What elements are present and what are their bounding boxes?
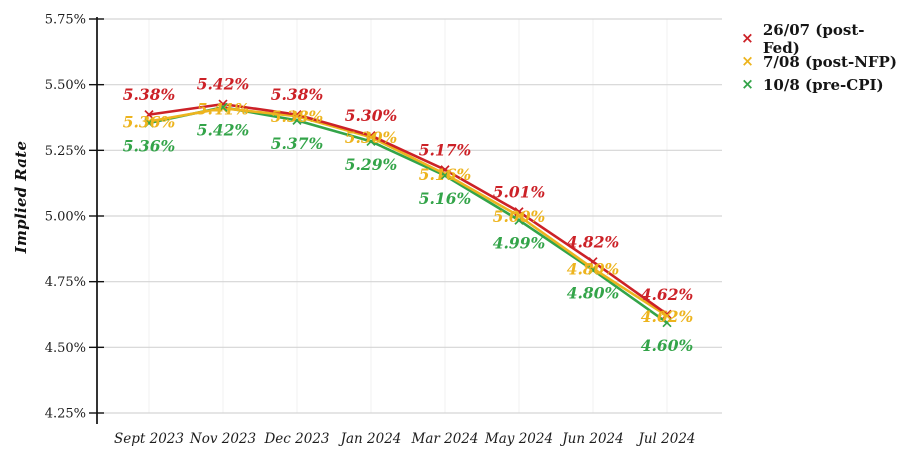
x-tick-label: Sept 2023 <box>114 431 184 447</box>
data-label: 4.62% <box>641 285 694 304</box>
data-label: 5.37% <box>271 134 324 153</box>
legend-marker-x-icon: × <box>741 75 754 93</box>
point-marker-x-icon <box>218 102 228 112</box>
data-label: 5.16% <box>419 165 472 184</box>
y-tick-label: 4.25% <box>45 407 86 422</box>
x-tick-label: Dec 2023 <box>263 431 329 447</box>
legend-item: × 10/8 (pre-CPI) <box>740 73 900 96</box>
legend-label: 7/08 (post-NFP) <box>763 52 897 71</box>
data-label: 4.80% <box>567 284 620 303</box>
data-label: 4.60% <box>641 336 694 355</box>
data-label: 4.80% <box>567 260 620 279</box>
point-marker-x-icon <box>144 116 154 127</box>
data-label: 5.41% <box>197 99 250 118</box>
point-marker-x-icon <box>588 263 598 274</box>
data-label: 5.42% <box>197 121 250 140</box>
x-tick-label: Jun 2024 <box>559 431 623 447</box>
point-marker-x-icon <box>588 265 598 275</box>
x-tick-label: May 2024 <box>484 431 553 447</box>
y-tick-label: 5.25% <box>45 144 86 159</box>
x-tick-label: Mar 2024 <box>411 431 479 447</box>
point-marker-x-icon <box>440 170 450 181</box>
x-tick-label: Jan 2024 <box>338 431 402 447</box>
data-label: 5.00% <box>493 207 546 226</box>
point-marker-x-icon <box>662 309 672 319</box>
data-label: 4.99% <box>493 234 546 253</box>
data-label: 5.16% <box>419 189 472 208</box>
point-marker-x-icon <box>588 257 598 267</box>
point-marker-x-icon <box>440 169 450 179</box>
data-label: 4.62% <box>641 307 694 326</box>
data-label: 5.42% <box>197 75 250 94</box>
point-marker-x-icon <box>662 318 672 328</box>
data-label: 5.38% <box>123 85 176 104</box>
y-tick-label: 5.75% <box>45 13 86 28</box>
series-line-1 <box>147 107 669 318</box>
series-line-0 <box>147 102 669 316</box>
y-tick-label: 4.75% <box>45 275 86 290</box>
data-label: 5.01% <box>493 182 546 201</box>
y-tick-label: 5.00% <box>45 210 86 225</box>
data-label: 5.17% <box>419 140 472 159</box>
y-axis-title: Implied Rate <box>12 140 30 254</box>
data-label: 5.29% <box>345 155 398 174</box>
legend-marker-x-icon: × <box>741 52 754 70</box>
point-marker-x-icon <box>366 136 376 147</box>
data-label: 5.30% <box>345 128 398 147</box>
point-marker-x-icon <box>144 109 154 120</box>
data-label: 4.82% <box>567 232 620 251</box>
legend-label: 10/8 (pre-CPI) <box>763 75 884 94</box>
point-marker-x-icon <box>514 215 524 225</box>
x-tick-label: Jul 2024 <box>635 431 695 447</box>
data-label: 5.30% <box>345 106 398 125</box>
legend-label: 26/07 (post-Fed) <box>762 20 865 57</box>
legend-item: × 7/08 (post-NFP) <box>740 50 900 73</box>
point-marker-x-icon <box>144 118 154 128</box>
legend-item: × 26/07 (post-Fed) <box>740 21 900 57</box>
x-tick-label: Nov 2023 <box>189 431 256 447</box>
point-marker-x-icon <box>292 115 302 126</box>
legend-marker-x-icon: × <box>741 29 754 47</box>
legend: × 26/07 (post-Fed) × 7/08 (post-NFP) × 1… <box>740 21 900 96</box>
y-tick-label: 5.50% <box>45 78 86 93</box>
point-marker-x-icon <box>662 311 672 321</box>
data-label: 5.38% <box>271 107 324 126</box>
data-label: 5.36% <box>123 136 176 155</box>
data-label: 5.36% <box>123 112 176 131</box>
y-tick-label: 4.50% <box>45 341 86 356</box>
data-label: 5.38% <box>271 85 324 104</box>
